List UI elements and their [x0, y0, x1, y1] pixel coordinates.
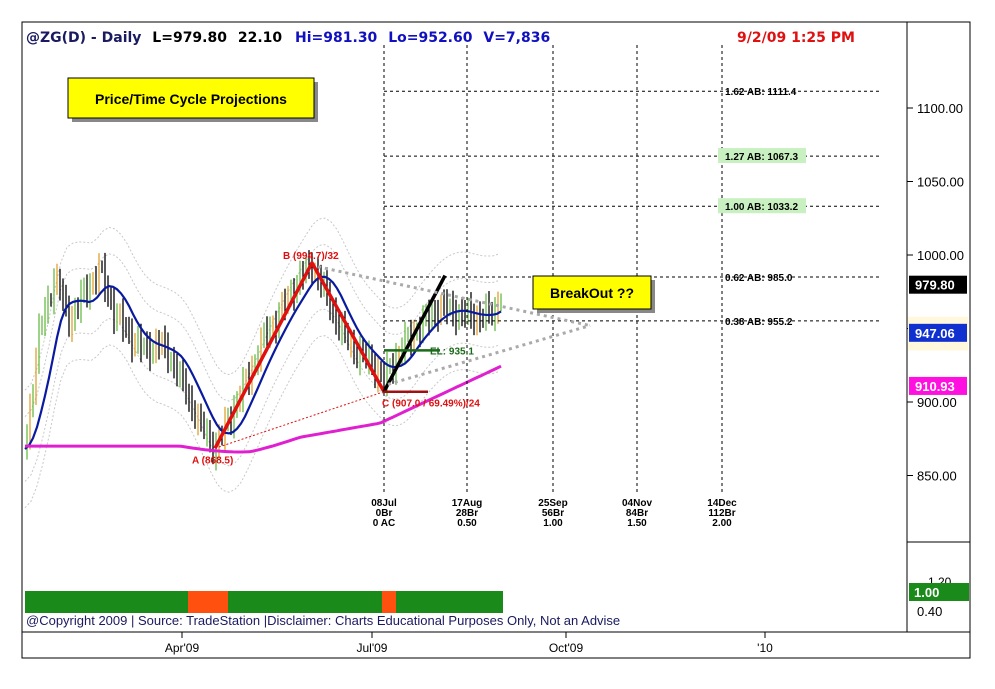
time-projection-ratio: 1.50: [627, 518, 647, 529]
time-tick-label: Apr'09: [165, 641, 200, 655]
time-projection-date: 17Aug: [452, 498, 483, 509]
price-tick-label: 1000.00: [917, 248, 964, 263]
breakout-callout-text: BreakOut ??: [550, 285, 634, 301]
indicator-value-label: 1.00: [914, 585, 939, 600]
pattern-drawings: [213, 261, 591, 450]
indicator-value-marker: [909, 583, 969, 601]
fib-level-label: 0.38 AB: 955.2: [725, 317, 793, 328]
blue-moving-average: [24, 275, 502, 450]
point-a-label: A (868.5): [192, 455, 233, 466]
indicator-segment: [396, 591, 503, 613]
header-high: Hi=981.30: [295, 30, 378, 46]
last-price-label: 979.80: [915, 278, 955, 293]
time-projection-ratio: 1.00: [543, 518, 563, 529]
copyright-footer: @Copyright 2009 | Source: TradeStation |…: [26, 613, 620, 628]
time-axis: Apr'09 Jul'09 Oct'09 '10: [165, 632, 773, 655]
fib-level-highlight: [718, 198, 806, 214]
title-callout: [67, 77, 315, 119]
header-datetime: 9/2/09 1:25 PM: [737, 30, 855, 46]
time-tick-label: Oct'09: [549, 641, 584, 655]
price-tick-label: 900.00: [917, 395, 957, 410]
chart-labels: A (868.5) B (994.7)/32 C (907.0 / 69.49%)/…: [192, 87, 806, 529]
time-projection-date: 04Nov: [622, 498, 652, 509]
envelope-line: [24, 308, 500, 482]
last-price-marker: [909, 275, 967, 294]
indicator-segment: [188, 591, 228, 613]
triangle-lower-edge: [387, 324, 591, 386]
el-label: EL: 935.1: [430, 346, 474, 357]
chart-frame: [21, 21, 971, 659]
fib-level-highlight: [718, 148, 806, 164]
time-projection-date: 25Sep: [538, 498, 567, 509]
price-tick-label: 1050.00: [917, 175, 964, 190]
point-c-label: C (907.0 / 69.49%)/24: [382, 399, 480, 410]
time-projection-bars: 84Br: [626, 508, 648, 519]
time-tick-label: '10: [757, 641, 773, 655]
envelope-line: [24, 217, 500, 391]
time-projection-bars: 112Br: [708, 508, 735, 519]
ma-blue-marker: [909, 323, 967, 342]
indicator-segment: [25, 591, 188, 613]
fib-level-label: 1.00 AB: 1033.2: [725, 202, 798, 213]
time-projection-ratio: 2.00: [712, 518, 732, 529]
header-symbol: @ZG(D) - Daily: [26, 30, 141, 46]
header-change: 22.10: [238, 30, 283, 46]
abc-zigzag: [213, 261, 386, 450]
title-callout-text: Price/Time Cycle Projections: [95, 91, 287, 107]
time-projection-date: 08Jul: [371, 498, 397, 509]
magenta-moving-average: [25, 364, 502, 454]
fib-level-label: 1.62 AB: 1111.4: [725, 87, 797, 98]
price-tick-label: 850.00: [917, 469, 957, 484]
cd-projection-line: [382, 274, 447, 393]
ma-blue-label: 947.06: [915, 326, 955, 341]
projection-grid: [383, 45, 880, 495]
price-axis: 1100.001050.001000.00950.00900.00850.009…: [907, 101, 968, 484]
fib-level-label: 1.27 AB: 1067.3: [725, 152, 798, 163]
indicator-panel: 1.200.401.00: [25, 575, 969, 619]
point-b-label: B (994.7)/32: [283, 251, 339, 262]
envelope-line: [24, 244, 500, 418]
breakout-callout: [532, 275, 652, 310]
time-projection-ratio: 0.50: [457, 518, 477, 529]
time-tick-label: Jul'09: [357, 641, 388, 655]
indicator-segment: [382, 591, 396, 613]
triangle-upper-edge: [317, 265, 591, 328]
ma-magenta-label: 910.93: [915, 379, 955, 394]
header-last: L=979.80: [152, 30, 227, 46]
header-volume: V=7,836: [483, 30, 550, 46]
ma-magenta-marker: [909, 376, 967, 395]
header-low: Lo=952.60: [388, 30, 473, 46]
price-tick-label: 1100.00: [917, 101, 963, 116]
fib-level-label: 0.62 AB: 985.0: [725, 273, 793, 284]
time-projection-bars: 0Br: [376, 508, 393, 519]
ac-trendline: [214, 391, 385, 449]
svg-text:@ZG(D) - Daily L=979.80: @ZG(D) - Daily L=979.80 22.10 Hi=981.30 …: [26, 30, 550, 46]
time-projection-bars: 56Br: [542, 508, 564, 519]
time-projection-ratio: 0 AC: [373, 518, 395, 529]
price-bars: [26, 250, 502, 471]
time-projection-bars: 28Br: [456, 508, 478, 519]
indicator-segment: [228, 591, 382, 613]
indicator-tick-label: 0.40: [917, 604, 942, 619]
time-projection-date: 14Dec: [707, 498, 737, 509]
moving-averages: [24, 275, 502, 454]
